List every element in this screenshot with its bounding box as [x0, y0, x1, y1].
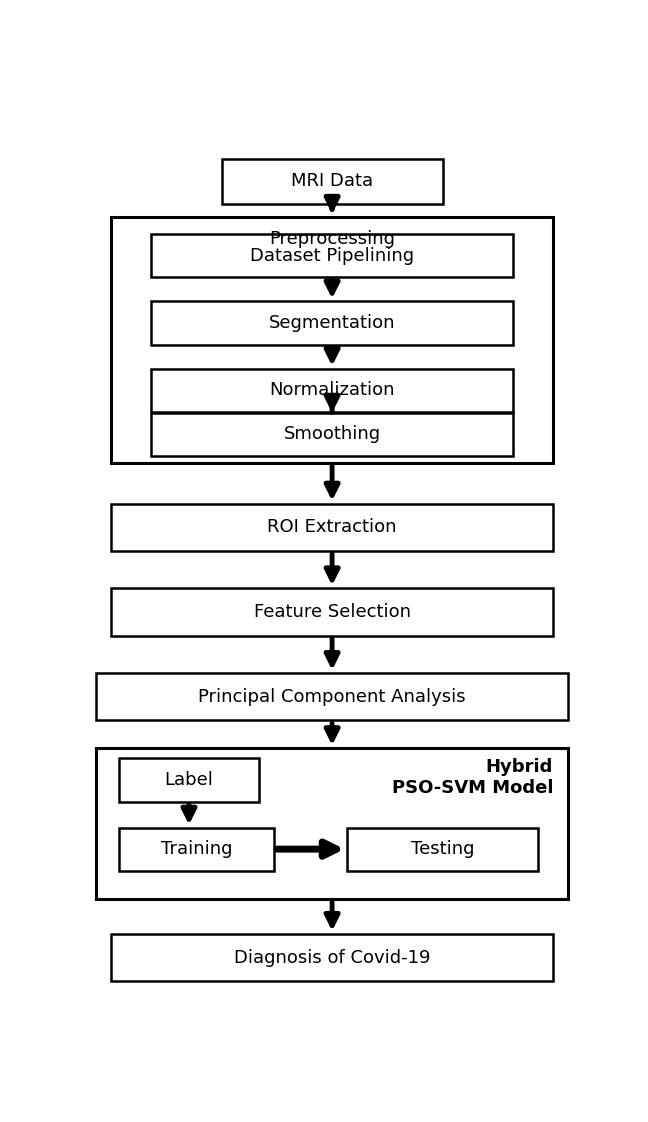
- FancyBboxPatch shape: [222, 159, 443, 204]
- Text: Smoothing: Smoothing: [284, 425, 380, 443]
- FancyBboxPatch shape: [151, 234, 513, 277]
- FancyBboxPatch shape: [111, 217, 553, 463]
- FancyBboxPatch shape: [151, 369, 513, 412]
- Text: Dataset Pipelining: Dataset Pipelining: [250, 247, 414, 265]
- FancyBboxPatch shape: [119, 828, 274, 871]
- FancyBboxPatch shape: [111, 588, 553, 636]
- Text: Normalization: Normalization: [270, 381, 395, 399]
- FancyBboxPatch shape: [96, 748, 568, 899]
- FancyBboxPatch shape: [151, 413, 513, 456]
- Text: Preprocessing: Preprocessing: [269, 230, 395, 248]
- Text: Training: Training: [161, 840, 232, 858]
- FancyBboxPatch shape: [347, 828, 538, 871]
- FancyBboxPatch shape: [96, 673, 568, 720]
- Text: Principal Component Analysis: Principal Component Analysis: [198, 688, 466, 706]
- Text: Diagnosis of Covid-19: Diagnosis of Covid-19: [234, 948, 430, 966]
- FancyBboxPatch shape: [111, 934, 553, 982]
- Text: Segmentation: Segmentation: [269, 314, 395, 332]
- FancyBboxPatch shape: [151, 302, 513, 344]
- Text: Testing: Testing: [411, 840, 474, 858]
- Text: Hybrid
PSO-SVM Model: Hybrid PSO-SVM Model: [391, 758, 553, 798]
- Text: ROI Extraction: ROI Extraction: [268, 518, 397, 536]
- FancyBboxPatch shape: [111, 504, 553, 551]
- FancyBboxPatch shape: [119, 758, 259, 801]
- Text: Label: Label: [165, 771, 213, 789]
- Text: Feature Selection: Feature Selection: [253, 603, 411, 620]
- Text: MRI Data: MRI Data: [291, 173, 373, 191]
